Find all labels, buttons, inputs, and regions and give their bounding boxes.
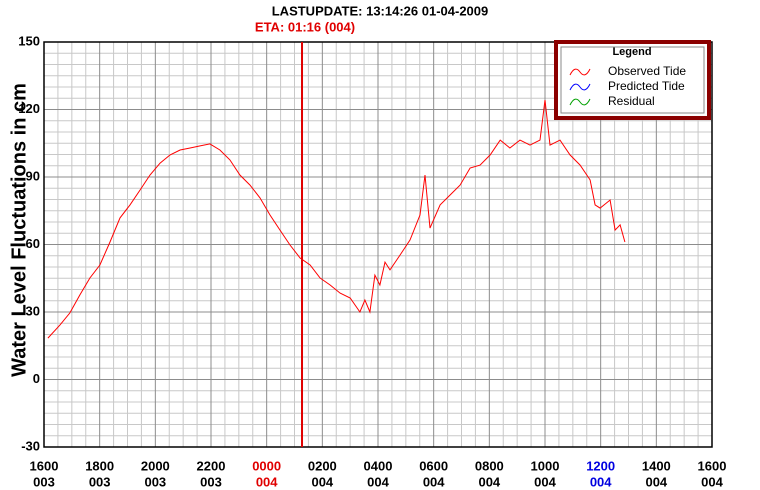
x-tick-label: 0000 xyxy=(252,458,281,473)
x-tick-day: 003 xyxy=(33,474,55,489)
y-tick-label: 30 xyxy=(26,303,40,318)
x-tick-label: 1200 xyxy=(586,458,615,473)
x-tick-label: 0800 xyxy=(475,458,504,473)
x-tick-label: 1000 xyxy=(531,458,560,473)
legend-label: Residual xyxy=(608,94,655,108)
x-tick-label: 0600 xyxy=(419,458,448,473)
chart-title: LASTUPDATE: 13:14:26 01-04-2009 xyxy=(272,3,489,18)
x-tick-label: 2200 xyxy=(197,458,226,473)
x-tick-day: 003 xyxy=(89,474,111,489)
x-tick-day: 004 xyxy=(256,474,278,489)
x-tick-label: 1400 xyxy=(642,458,671,473)
plot-frame xyxy=(43,41,713,448)
x-tick-label: 2000 xyxy=(141,458,170,473)
legend-label: Observed Tide xyxy=(608,64,686,78)
x-tick-day: 003 xyxy=(200,474,222,489)
x-tick-label: 0400 xyxy=(364,458,393,473)
x-tick-label: 1600 xyxy=(698,458,727,473)
y-tick-label: 0 xyxy=(33,371,40,386)
x-tick-day: 003 xyxy=(144,474,166,489)
legend-inner xyxy=(560,46,705,114)
y-tick-label: 90 xyxy=(26,168,40,183)
x-tick-day: 004 xyxy=(645,474,667,489)
x-tick-day: 004 xyxy=(423,474,445,489)
legend-swatch xyxy=(569,98,591,106)
legend-frame xyxy=(554,40,711,120)
x-tick-day: 004 xyxy=(534,474,556,489)
y-tick-label: 120 xyxy=(18,101,40,116)
y-tick-label: -30 xyxy=(21,438,40,453)
legend-title: Legend xyxy=(612,46,651,58)
x-tick-label: 1800 xyxy=(85,458,114,473)
y-tick-label: 60 xyxy=(26,236,40,251)
x-tick-day: 004 xyxy=(590,474,612,489)
x-tick-day: 004 xyxy=(701,474,723,489)
y-tick-label: 150 xyxy=(18,33,40,48)
chart-subtitle: ETA: 01:16 (004) xyxy=(255,19,355,34)
x-tick-label: 0200 xyxy=(308,458,337,473)
y-axis-label: Water Level Fluctuations in cm xyxy=(8,83,30,377)
x-tick-day: 004 xyxy=(478,474,500,489)
x-tick-label: 1600 xyxy=(30,458,59,473)
data-line xyxy=(47,100,626,339)
x-tick-day: 004 xyxy=(311,474,333,489)
legend-swatch xyxy=(569,68,591,76)
x-tick-day: 004 xyxy=(367,474,389,489)
legend-label: Predicted Tide xyxy=(608,79,685,93)
legend-swatch xyxy=(569,83,591,91)
